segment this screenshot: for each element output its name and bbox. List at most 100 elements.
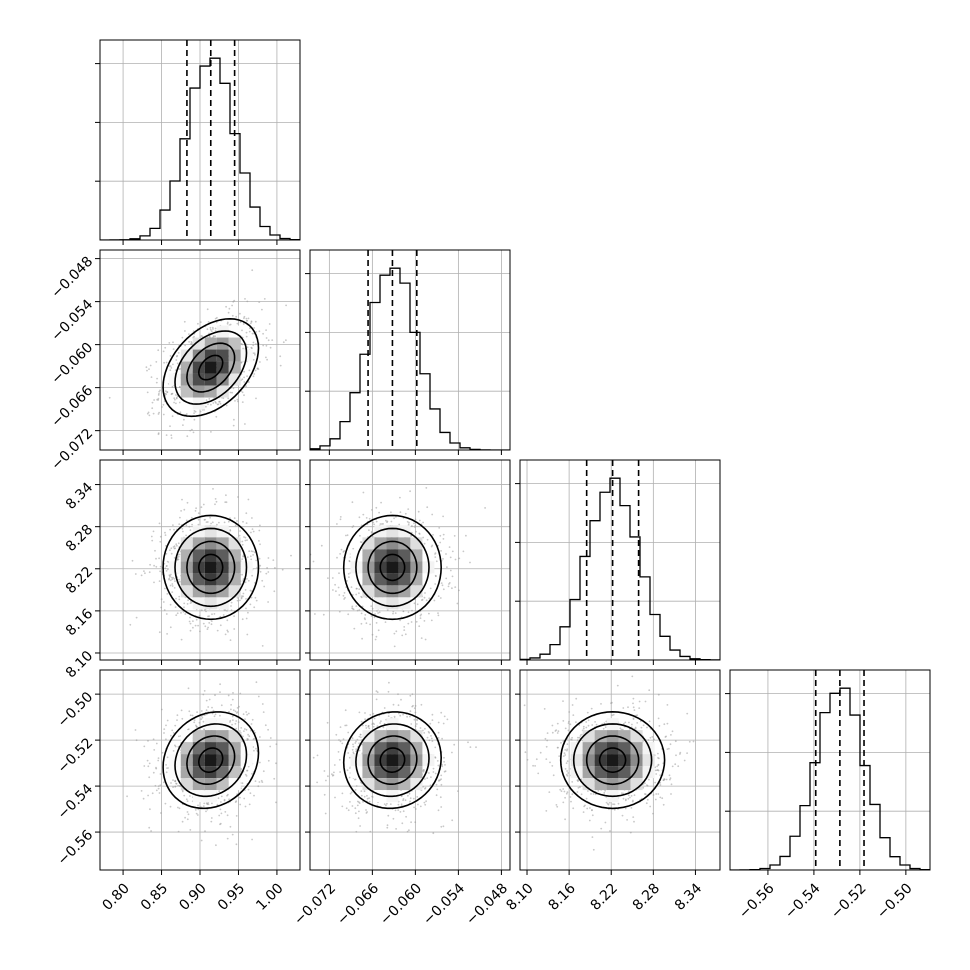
contour-line: [186, 735, 236, 786]
scatter-point: [252, 375, 255, 378]
scatter-point: [231, 715, 234, 718]
scatter-point: [189, 616, 191, 619]
scatter-point: [406, 715, 408, 718]
scatter-point: [247, 738, 250, 741]
scatter-point: [612, 803, 614, 806]
scatter-point: [180, 709, 183, 712]
scatter-point: [355, 830, 358, 833]
scatter-point: [426, 777, 429, 779]
scatter-point: [454, 558, 457, 561]
scatter-point: [236, 322, 239, 325]
scatter-point: [249, 603, 252, 606]
scatter-point: [157, 394, 160, 396]
scatter-point: [453, 743, 456, 746]
scatter-point: [339, 771, 341, 773]
scatter-point: [403, 629, 406, 631]
scatter-point: [203, 728, 205, 731]
scatter-point: [387, 814, 390, 817]
scatter-point: [343, 592, 346, 594]
scatter-point: [447, 585, 450, 588]
x-tick-label: −0.054: [420, 880, 468, 928]
scatter-point: [442, 515, 444, 518]
scatter-point: [413, 806, 415, 809]
scatter-point: [163, 728, 166, 730]
scatter-point: [234, 710, 237, 713]
scatter-point: [243, 728, 246, 730]
scatter-point: [352, 525, 355, 527]
scatter-point: [355, 740, 357, 743]
scatter-point: [216, 803, 219, 806]
scatter-point: [342, 738, 345, 740]
scatter-point: [316, 781, 318, 784]
scatter-point: [375, 698, 378, 701]
density-cell: [386, 525, 399, 538]
density-cell: [192, 337, 205, 350]
y-tick-label: −0.060: [48, 340, 96, 388]
scatter-point: [265, 344, 268, 347]
scatter-point: [428, 772, 430, 774]
scatter-point: [351, 605, 354, 608]
scatter-point: [236, 711, 239, 713]
scatter-point: [188, 525, 191, 528]
scatter-point: [443, 760, 445, 763]
scatter-point: [267, 759, 270, 762]
scatter-point: [411, 705, 414, 708]
scatter-point: [392, 610, 395, 613]
scatter-point: [180, 638, 183, 641]
scatter-point: [168, 577, 171, 580]
scatter-point: [345, 724, 348, 727]
scatter-point: [169, 584, 172, 587]
scatter-point: [363, 617, 366, 620]
scatter-point: [582, 811, 585, 813]
scatter-point: [279, 364, 282, 367]
scatter-point: [165, 613, 168, 615]
scatter-point: [264, 724, 267, 727]
scatter-point: [162, 781, 165, 784]
scatter-point: [397, 704, 400, 707]
scatter-point: [226, 837, 229, 840]
scatter-point: [225, 305, 228, 308]
scatter-point: [271, 339, 274, 341]
density-cell: [240, 742, 253, 755]
scatter-point: [163, 361, 166, 364]
scatter-point: [453, 535, 456, 537]
scatter-point: [397, 803, 400, 806]
scatter-point: [165, 738, 167, 741]
scatter-point: [355, 587, 358, 590]
scatter-point: [159, 570, 162, 573]
scatter-point: [446, 718, 449, 721]
scatter-point: [261, 579, 264, 582]
scatter-point: [210, 623, 213, 626]
scatter-point: [254, 780, 257, 782]
scatter-point: [338, 572, 340, 575]
scatter-point: [259, 736, 261, 738]
scatter-point: [220, 812, 223, 815]
scatter-point: [157, 413, 160, 415]
scatter-point: [249, 792, 252, 795]
scatter-point: [158, 522, 161, 525]
scatter-point: [155, 767, 158, 770]
density-cell: [192, 766, 205, 779]
scatter-point: [174, 724, 177, 727]
scatter-point: [386, 826, 389, 829]
scatter-point: [371, 633, 374, 636]
density-cell: [386, 537, 399, 550]
scatter-point: [252, 550, 254, 553]
scatter-point: [442, 722, 445, 725]
scatter-point: [146, 391, 149, 394]
scatter-point: [171, 385, 174, 388]
scatter-point: [170, 576, 173, 579]
scatter-point: [183, 418, 185, 421]
scatter-point: [325, 779, 327, 782]
scatter-point: [314, 613, 316, 615]
scatter-point: [354, 789, 357, 791]
scatter-point: [414, 705, 417, 707]
scatter-point: [409, 715, 411, 718]
scatter-point: [422, 770, 425, 773]
scatter-point: [256, 566, 259, 569]
scatter-point: [233, 418, 235, 421]
scatter-point: [374, 638, 377, 641]
y-tick-label: 8.22: [63, 564, 96, 597]
scatter-point: [258, 781, 261, 783]
scatter-point: [173, 547, 176, 550]
